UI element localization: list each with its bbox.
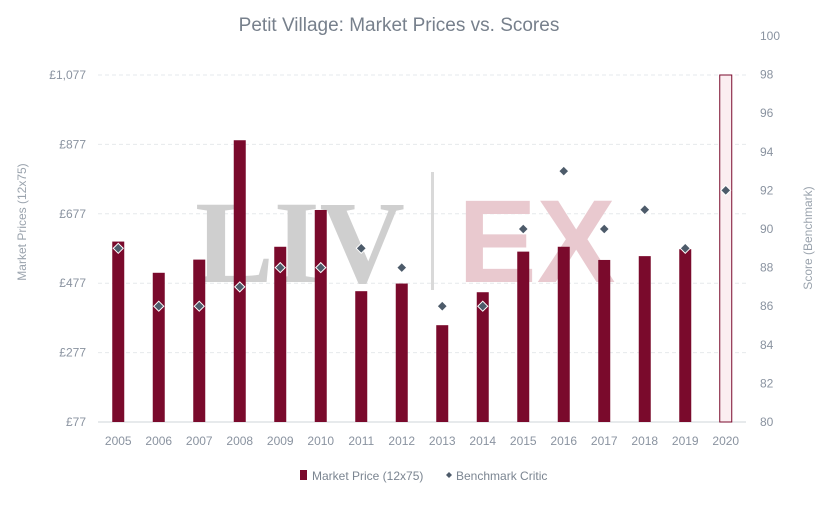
y2-tick-label: 100	[760, 29, 780, 43]
bar-projected[interactable]	[719, 74, 733, 423]
score-point[interactable]	[679, 242, 691, 255]
x-tick-label: 2006	[145, 434, 172, 448]
x-tick-label: 2014	[469, 434, 496, 448]
score-point[interactable]	[517, 223, 529, 235]
score-point[interactable]	[234, 281, 246, 293]
x-tick-label: 2017	[591, 434, 618, 448]
score-point[interactable]	[193, 300, 205, 312]
score-point[interactable]	[436, 300, 448, 312]
score-point[interactable]	[315, 261, 327, 274]
bar[interactable]	[517, 251, 530, 422]
y2-axis-title: Score (Benchmark)	[801, 186, 815, 289]
gridlines	[98, 74, 746, 423]
x-tick-label: 2011	[348, 434, 374, 448]
x-tick-label: 2005	[105, 434, 132, 448]
x-tick-label: 2010	[307, 434, 334, 448]
x-tick-label: 2012	[388, 434, 415, 448]
y-tick-label: £277	[59, 346, 86, 360]
y2-tick-label: 98	[760, 68, 774, 82]
y-tick-label: £477	[59, 276, 86, 290]
score-point[interactable]	[639, 203, 651, 216]
x-tick-label: 2015	[510, 434, 537, 448]
bar[interactable]	[395, 283, 408, 422]
score-point[interactable]	[558, 165, 570, 177]
x-tick-label: 2007	[186, 434, 213, 448]
bar[interactable]	[112, 241, 125, 422]
bar[interactable]	[233, 140, 246, 422]
y2-tick-label: 80	[760, 415, 774, 429]
bar[interactable]	[436, 325, 449, 422]
score-point[interactable]	[477, 300, 489, 312]
x-axis-ticks: 2005 2006 2007 2008 2009 2010 2011 2012 2013 2014…	[105, 434, 740, 448]
bar[interactable]	[557, 246, 570, 422]
legend-label-market-price: Market Price (12x75)	[312, 469, 423, 483]
x-tick-label: 2008	[226, 434, 253, 448]
watermark-text-left: LIV	[195, 177, 405, 308]
watermark-text-right: EX	[458, 176, 615, 308]
y2-tick-label: 90	[760, 222, 774, 236]
score-point[interactable]	[274, 261, 286, 274]
score-point[interactable]	[153, 300, 165, 312]
x-tick-label: 2019	[672, 434, 699, 448]
legend-item-benchmark[interactable]: Benchmark Critic	[446, 469, 547, 483]
legend-swatch-diamond	[446, 472, 452, 478]
x-tick-label: 2009	[267, 434, 294, 448]
y-tick-label: £77	[66, 415, 86, 429]
left-axis-ticks: £77 £277 £477 £677 £877 £1,077	[49, 68, 86, 429]
bar[interactable]	[355, 291, 368, 422]
y2-tick-label: 82	[760, 376, 774, 390]
right-axis-ticks: 80 82 84 86 88 90 92 94 96 98 100	[760, 29, 780, 429]
chart-title: Petit Village: Market Prices vs. Scores	[239, 15, 560, 36]
legend: Market Price (12x75) Benchmark Critic	[300, 469, 547, 483]
legend-item-market-price[interactable]: Market Price (12x75)	[300, 469, 423, 483]
score-point[interactable]	[112, 242, 124, 255]
legend-swatch-bar	[300, 470, 307, 480]
score-point[interactable]	[396, 261, 408, 274]
score-point[interactable]	[720, 184, 732, 197]
y2-tick-label: 86	[760, 299, 774, 313]
x-tick-label: 2013	[429, 434, 456, 448]
bar-series	[112, 74, 733, 423]
bar[interactable]	[476, 292, 489, 422]
bar[interactable]	[679, 249, 692, 422]
bar[interactable]	[598, 259, 611, 422]
x-tick-label: 2016	[550, 434, 577, 448]
bar[interactable]	[274, 246, 287, 422]
y-axis-title: Market Prices (12x75)	[15, 163, 29, 280]
y-tick-label: £677	[59, 207, 86, 221]
x-tick-label: 2018	[631, 434, 658, 448]
y2-tick-label: 94	[760, 145, 774, 159]
bar[interactable]	[314, 209, 327, 422]
bar[interactable]	[193, 259, 206, 422]
y-tick-label: £877	[59, 137, 86, 151]
x-tick-label: 2020	[712, 434, 739, 448]
score-point[interactable]	[355, 242, 367, 255]
y2-tick-label: 88	[760, 261, 774, 275]
y2-tick-label: 92	[760, 183, 774, 197]
watermark-divider	[431, 172, 434, 290]
scatter-series	[112, 165, 732, 312]
score-point[interactable]	[598, 223, 610, 235]
y-tick-label: £1,077	[49, 68, 86, 82]
watermark-logo: LIV EX	[195, 172, 615, 308]
y2-tick-label: 96	[760, 106, 774, 120]
bar[interactable]	[152, 272, 165, 422]
y2-tick-label: 84	[760, 338, 774, 352]
bar[interactable]	[638, 256, 651, 422]
legend-label-benchmark: Benchmark Critic	[456, 469, 547, 483]
